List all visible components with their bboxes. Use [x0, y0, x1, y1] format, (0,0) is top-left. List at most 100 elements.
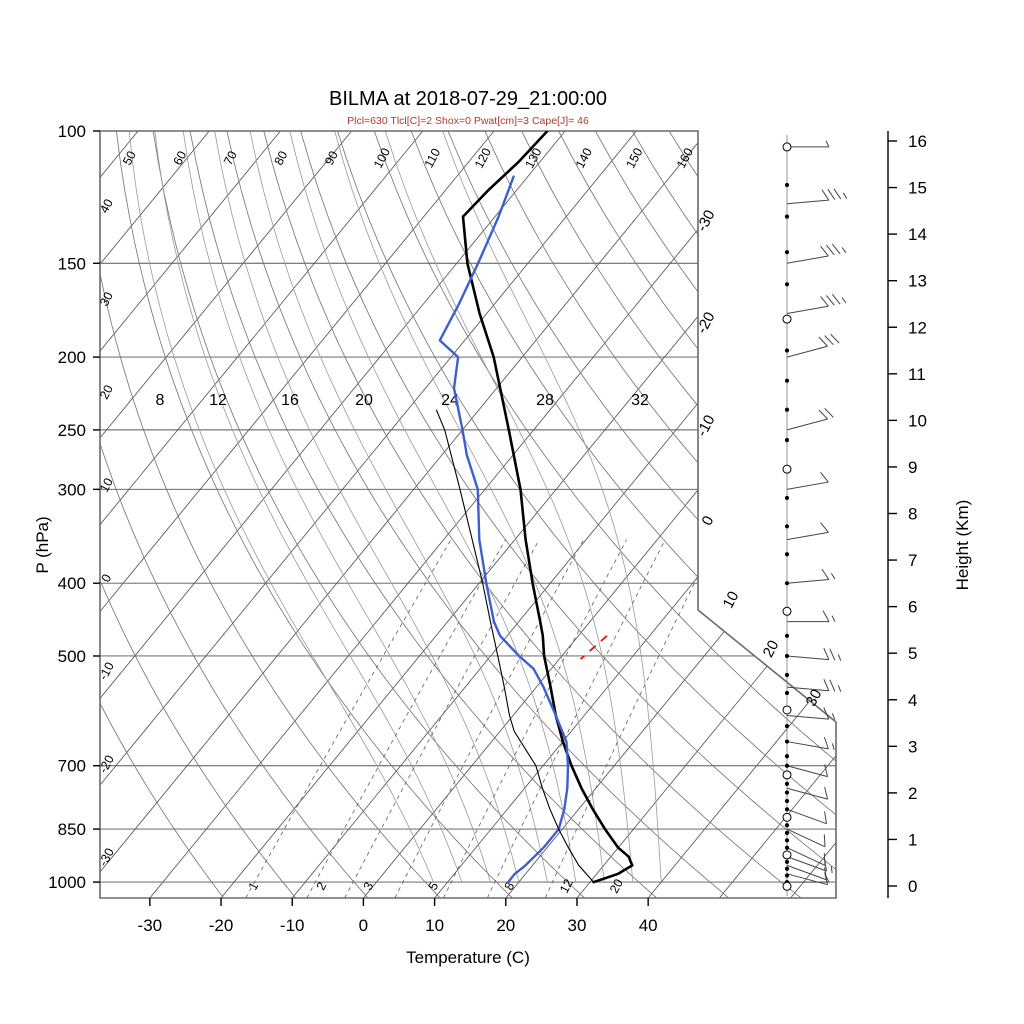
wind-level-marker [784, 250, 790, 255]
dry-adiabat-label: 60 [171, 149, 190, 168]
height-tick-label: 9 [908, 458, 917, 477]
height-tick-label: 1 [908, 830, 917, 849]
wind-barb [786, 808, 827, 825]
pressure-tick-label: 250 [58, 421, 86, 440]
wind-level-marker [784, 438, 790, 443]
wind-barb [786, 828, 826, 848]
height-tick-label: 13 [908, 272, 927, 291]
wind-barb [786, 736, 835, 751]
profile-temperature [461, 131, 634, 884]
wind-barb [786, 764, 829, 778]
temperature-tick-label: 10 [425, 916, 444, 935]
wind-level-marker [782, 464, 792, 474]
wind-barb [786, 786, 829, 800]
y-axis-label: P (hPa) [33, 516, 52, 573]
height-tick-label: 5 [908, 644, 917, 663]
right-axis-label: Height (Km) [953, 500, 972, 591]
wind-barb [786, 707, 836, 720]
temperature-tick-label: -20 [209, 916, 234, 935]
wind-level-marker [782, 606, 792, 616]
pressure-tick-label: 300 [58, 480, 86, 499]
wind-level-marker [784, 873, 790, 878]
height-tick-label: 0 [908, 877, 917, 896]
pressure-tick-label: 200 [58, 348, 86, 367]
dry-adiabat-label-left: 40 [97, 197, 116, 216]
wind-level-marker [784, 552, 790, 557]
height-tick-label: 14 [908, 225, 927, 244]
wind-level-marker [784, 739, 790, 744]
wind-barb [786, 333, 840, 358]
pressure-tick-label: 150 [58, 254, 86, 273]
page-title: BILMA at 2018-07-29_21:00:00 [329, 88, 607, 110]
wind-barb [786, 408, 834, 431]
dry-adiabat-label: 50 [120, 149, 139, 168]
wind-level-marker [784, 182, 790, 188]
wind-level-marker [784, 581, 790, 586]
wind-level-marker [784, 407, 790, 412]
isotherm-label: 10 [720, 589, 743, 612]
wind-barb [787, 610, 836, 623]
wind-level-marker [784, 798, 790, 804]
isotherm-label: 20 [760, 638, 783, 661]
wind-level-marker [782, 142, 792, 152]
height-tick-label: 2 [908, 784, 917, 803]
wind-level-marker [784, 823, 790, 828]
mixing-ratio-label: 20 [607, 877, 626, 896]
wind-level-marker [784, 724, 790, 729]
wind-level-marker [784, 830, 790, 835]
height-tick-label: 11 [908, 365, 926, 384]
pressure-tick-label: 700 [58, 757, 86, 776]
wind-barb [786, 647, 842, 661]
height-tick-label: 16 [908, 132, 927, 151]
moist-adiabat-label: 28 [536, 392, 554, 409]
wind-level-marker [782, 770, 792, 780]
moist-adiabat-label: 8 [156, 392, 165, 409]
temperature-tick-label: -30 [138, 916, 163, 935]
height-tick-label: 6 [908, 598, 917, 617]
wind-barb [786, 679, 842, 692]
wind-level-marker [784, 763, 790, 768]
height-tick-label: 15 [908, 179, 927, 198]
wind-level-marker [784, 348, 790, 353]
wind-barb [786, 864, 827, 881]
profile-clip [435, 131, 634, 884]
wind-level-marker [784, 866, 790, 871]
dry-adiabat-label-left: 10 [97, 476, 116, 495]
wind-barb [786, 294, 847, 315]
profile-parcel [435, 409, 595, 883]
isotherm-label: 30 [803, 687, 826, 710]
wind-level-marker [784, 495, 790, 501]
dry-adiabat-label: 80 [272, 149, 291, 168]
pressure-tick-label: 400 [58, 574, 86, 593]
wind-level-marker [784, 378, 790, 383]
wind-level-marker [784, 845, 790, 850]
wind-level-marker [784, 690, 790, 696]
wind-barb [786, 847, 826, 866]
wind-level-marker [784, 790, 790, 795]
x-axis-label: Temperature (C) [406, 948, 530, 967]
pressure-tick-label: 1000 [48, 873, 86, 892]
plot-frame [99, 130, 837, 899]
wind-level-marker [784, 838, 790, 843]
temperature-tick-label: 40 [639, 916, 658, 935]
wind-level-marker [784, 653, 790, 659]
wind-level-marker [782, 705, 792, 715]
dry-adiabat-label-left: 20 [97, 383, 116, 402]
temperature-tick-label: 0 [359, 916, 368, 935]
height-tick-label: 7 [908, 551, 917, 570]
wind-barb [786, 522, 829, 541]
pressure-tick-label: 500 [58, 647, 86, 666]
wind-level-marker [784, 524, 790, 529]
pressure-tick-label: 100 [58, 122, 86, 141]
mixing-ratio-label: 12 [557, 877, 576, 896]
pressure-tick-label: 850 [58, 820, 86, 839]
height-tick-label: 12 [908, 318, 927, 337]
height-tick-label: 4 [908, 691, 917, 710]
wind-level-marker [784, 282, 790, 287]
wind-level-marker [782, 812, 792, 822]
wind-level-marker [784, 807, 790, 812]
